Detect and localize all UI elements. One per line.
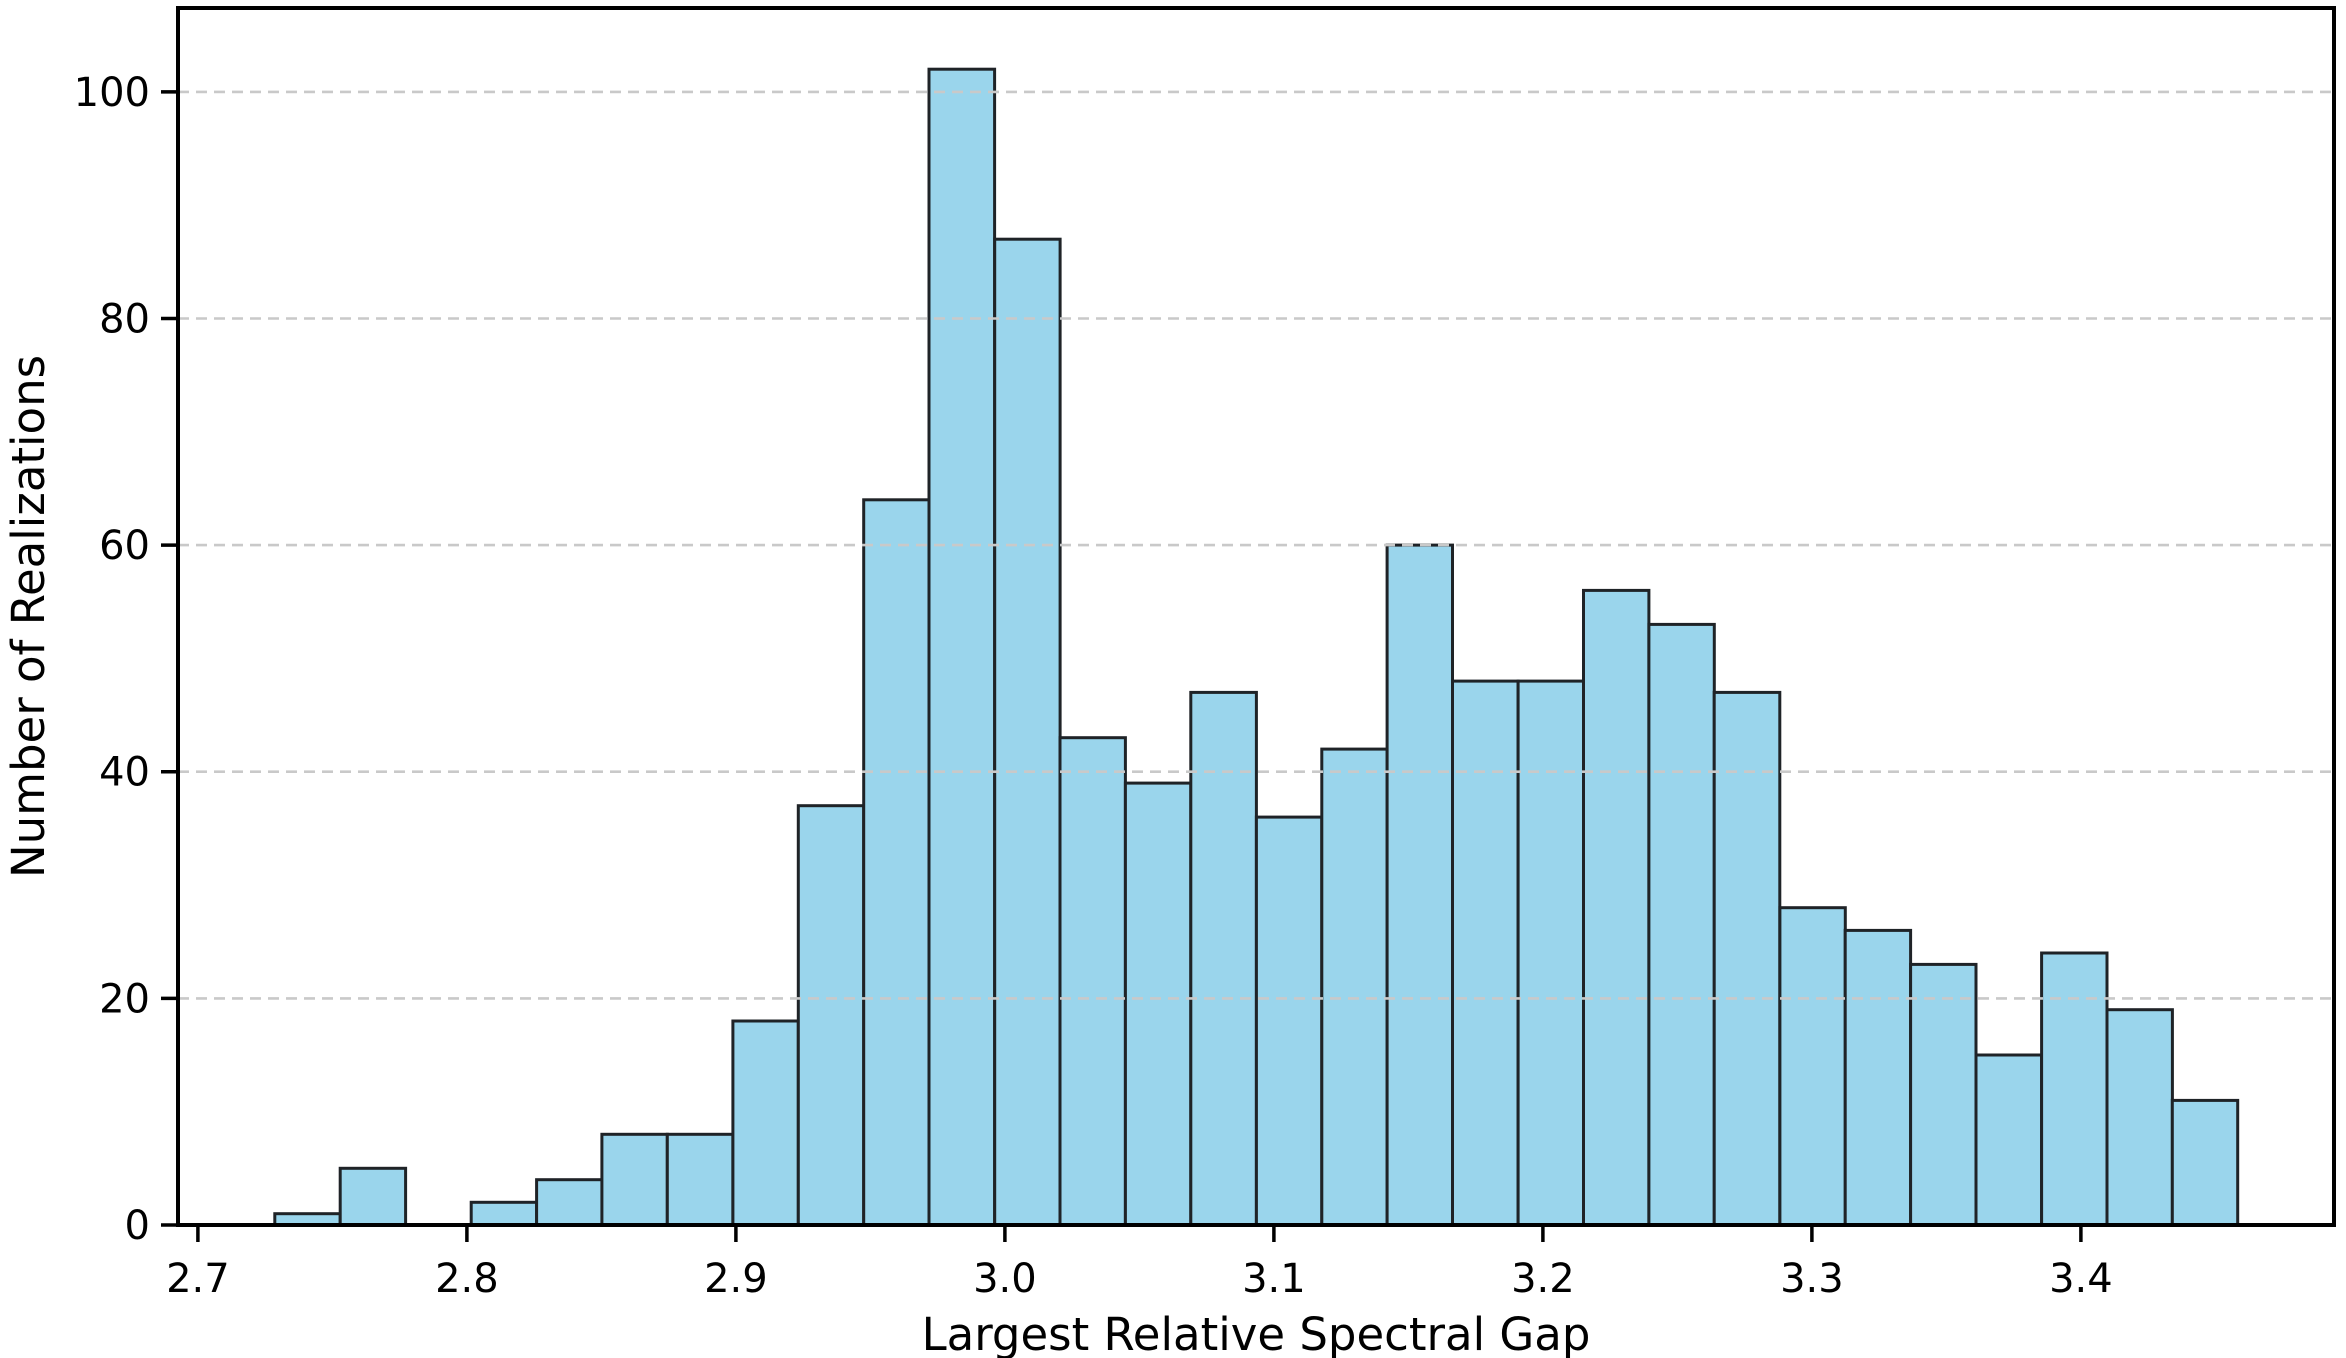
y-tick-label: 60 <box>99 523 150 569</box>
histogram-bar <box>1778 906 1847 1227</box>
x-tick-label: 3.2 <box>1511 1256 1575 1302</box>
histogram-bar <box>535 1178 604 1227</box>
histogram-bar <box>796 804 866 1227</box>
bars-layer <box>273 67 2240 1227</box>
histogram-bar <box>1385 543 1454 1227</box>
histogram-bar <box>469 1200 539 1227</box>
histogram-bar <box>2170 1098 2240 1227</box>
histogram-bar <box>1582 588 1651 1227</box>
y-tick-label: 20 <box>99 976 150 1022</box>
histogram-bar <box>1254 815 1324 1227</box>
y-tick-label: 40 <box>99 750 150 796</box>
x-tick-label: 3.3 <box>1780 1256 1844 1302</box>
histogram-bar <box>927 67 997 1227</box>
labels-layer: 2.7 2.8 2.9 3.0 3.1 3.2 3.3 3.4 0 20 40 60 80 100 Larg… <box>2 70 2113 1358</box>
y-tick-label: 0 <box>125 1203 150 1249</box>
histogram-bar <box>1843 928 1913 1227</box>
histogram-bar <box>1647 622 1716 1227</box>
y-tick-label: 80 <box>99 297 150 343</box>
histogram-bar <box>1058 736 1127 1227</box>
x-axis-label: Largest Relative Spectral Gap <box>922 1308 1591 1358</box>
histogram-bar <box>862 498 931 1227</box>
histogram-bar <box>338 1166 408 1227</box>
histogram-bar <box>1516 679 1585 1227</box>
axes-layer <box>161 6 2336 1242</box>
histogram-bar <box>665 1132 735 1227</box>
y-tick-label: 100 <box>74 70 150 116</box>
histogram-bar <box>2105 1008 2174 1227</box>
x-tick-label: 3.1 <box>1242 1256 1306 1302</box>
histogram-bar <box>993 237 1062 1227</box>
x-tick-label: 3.0 <box>973 1256 1037 1302</box>
histogram-bar <box>1123 781 1193 1227</box>
histogram-bar <box>1974 1053 2044 1227</box>
x-tick-label: 2.9 <box>704 1256 768 1302</box>
histogram-bar <box>1909 962 1978 1227</box>
plot-border <box>176 6 2336 1227</box>
histogram-bar <box>731 1019 800 1227</box>
x-tick-label: 3.4 <box>2049 1256 2113 1302</box>
histogram-bar <box>2040 951 2109 1227</box>
histogram-bar <box>1451 679 1520 1227</box>
histogram-bar <box>600 1132 669 1227</box>
histogram-bar <box>1320 747 1389 1227</box>
x-tick-label: 2.7 <box>166 1256 230 1302</box>
y-axis-label: Number of Realizations <box>2 355 55 878</box>
x-tick-label: 2.8 <box>435 1256 499 1302</box>
